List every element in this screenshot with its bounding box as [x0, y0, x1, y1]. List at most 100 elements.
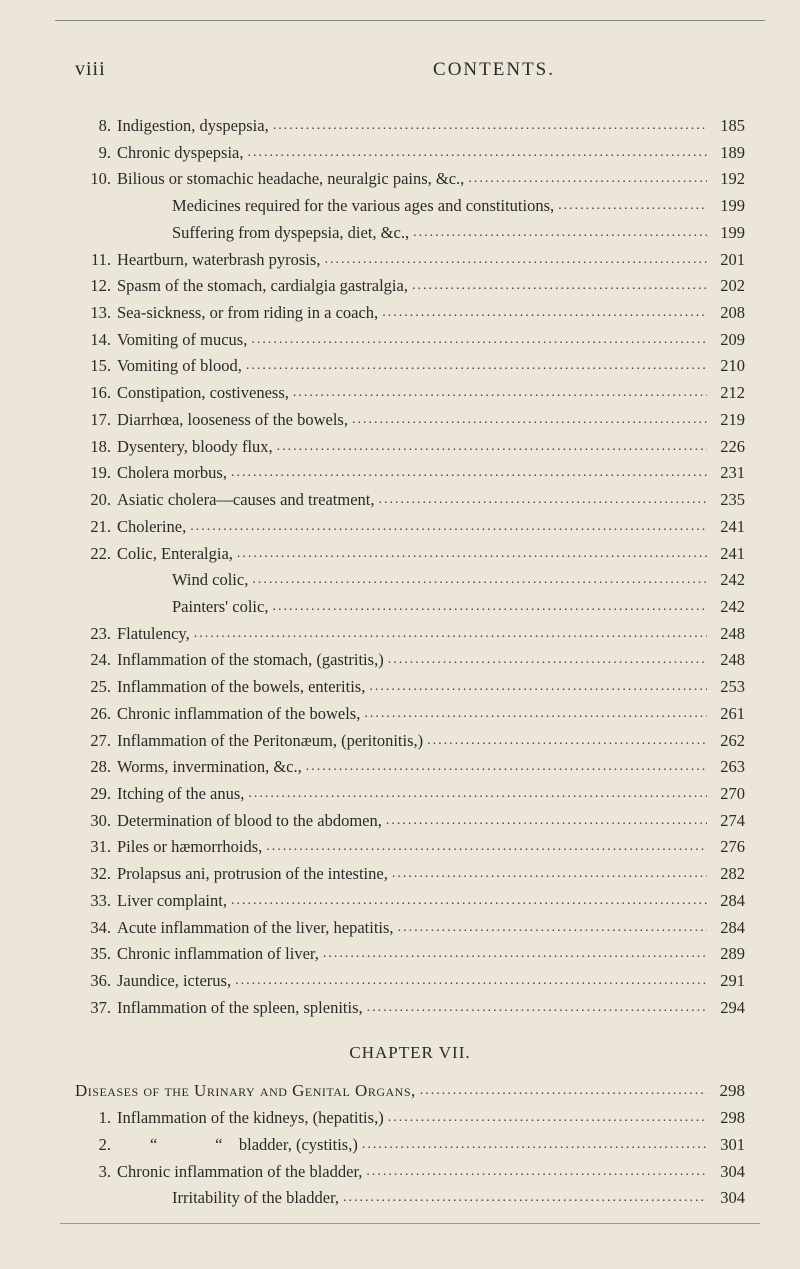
toc-row: 27.Inflammation of the Peritonæum, (peri… [75, 728, 745, 755]
entry-label: “ “ bladder, (cystitis,) [117, 1132, 358, 1159]
entry-page: 284 [711, 915, 745, 942]
toc-row: 15.Vomiting of blood,210 [75, 353, 745, 380]
leader-dots [386, 808, 707, 835]
leader-dots [366, 1159, 707, 1186]
entry-label: Suffering from dyspepsia, diet, &c., [117, 220, 409, 247]
entry-number: 11. [75, 247, 111, 274]
entry-number: 31. [75, 834, 111, 861]
leader-dots [392, 861, 707, 888]
entry-label: Colic, Enteralgia, [117, 541, 233, 568]
entry-page: 274 [711, 808, 745, 835]
toc-row: 22.Colic, Enteralgia,241 [75, 541, 745, 568]
toc-row: Medicines required for the various ages … [75, 193, 745, 220]
entry-label: Inflammation of the Peritonæum, (periton… [117, 728, 423, 755]
entry-label: Itching of the anus, [117, 781, 244, 808]
toc-row: 18.Dysentery, bloody flux,226 [75, 434, 745, 461]
chapter-section: Diseases of the Urinary and Genital Orga… [75, 1077, 745, 1212]
leader-dots [367, 995, 707, 1022]
toc-row: 19.Cholera morbus,231 [75, 460, 745, 487]
toc-row: 20.Asiatic cholera—causes and treatment,… [75, 487, 745, 514]
leader-dots [352, 407, 707, 434]
entry-page: 298 [711, 1105, 745, 1132]
toc-row: 37.Inflammation of the spleen, splenitis… [75, 995, 745, 1022]
entry-page: 289 [711, 941, 745, 968]
section-heading-label: Diseases of the Urinary and Genital Orga… [75, 1077, 416, 1105]
leader-dots [369, 674, 707, 701]
entry-page: 185 [711, 113, 745, 140]
entry-label: Prolapsus ani, protrusion of the intesti… [117, 861, 388, 888]
entry-page: 235 [711, 487, 745, 514]
entry-page: 304 [711, 1159, 745, 1186]
entry-page: 189 [711, 140, 745, 167]
entry-label: Vomiting of mucus, [117, 327, 247, 354]
running-title: CONTENTS. [433, 59, 555, 81]
entry-number: 3. [75, 1159, 111, 1186]
entry-page: 208 [711, 300, 745, 327]
entry-page: 201 [711, 247, 745, 274]
leader-dots [413, 220, 707, 247]
toc-row: 25.Inflammation of the bowels, enteritis… [75, 674, 745, 701]
entry-page: 212 [711, 380, 745, 407]
toc-row: 34.Acute inflammation of the liver, hepa… [75, 915, 745, 942]
leader-dots [323, 941, 707, 968]
entry-label: Inflammation of the kidneys, (hepatitis,… [117, 1105, 384, 1132]
entry-label: Chronic inflammation of the bowels, [117, 701, 360, 728]
entry-page: 210 [711, 353, 745, 380]
entry-label: Asiatic cholera—causes and treatment, [117, 487, 374, 514]
toc-row: Suffering from dyspepsia, diet, &c.,199 [75, 220, 745, 247]
entry-label: Wind colic, [117, 567, 248, 594]
leader-dots [252, 567, 707, 594]
leader-dots [237, 541, 707, 568]
entry-page: 248 [711, 647, 745, 674]
entry-number: 15. [75, 353, 111, 380]
toc-row: 36.Jaundice, icterus,291 [75, 968, 745, 995]
entry-number: 22. [75, 541, 111, 568]
entry-number: 36. [75, 968, 111, 995]
toc-row: 2. “ “ bladder, (cystitis,)301 [75, 1132, 745, 1159]
toc-row: 1.Inflammation of the kidneys, (hepatiti… [75, 1105, 745, 1132]
toc-row: 29.Itching of the anus,270 [75, 781, 745, 808]
entry-number: 21. [75, 514, 111, 541]
entry-page: 242 [711, 594, 745, 621]
entry-label: Determination of blood to the abdomen, [117, 808, 382, 835]
page-number-roman: viii [75, 58, 106, 81]
entry-label: Heartburn, waterbrash pyrosis, [117, 247, 320, 274]
leader-dots [194, 621, 707, 648]
entry-page: 301 [711, 1132, 745, 1159]
entry-label: Irritability of the bladder, [117, 1185, 339, 1212]
leader-dots [382, 300, 707, 327]
toc-row: 12.Spasm of the stomach, cardialgia gast… [75, 273, 745, 300]
entry-label: Jaundice, icterus, [117, 968, 231, 995]
entry-label: Diarrhœa, looseness of the bowels, [117, 407, 348, 434]
entry-label: Dysentery, bloody flux, [117, 434, 273, 461]
entry-label: Sea-sickness, or from riding in a coach, [117, 300, 378, 327]
leader-dots [247, 140, 707, 167]
entry-label: Inflammation of the spleen, splenitis, [117, 995, 363, 1022]
entry-page: 263 [711, 754, 745, 781]
toc-row: 13.Sea-sickness, or from riding in a coa… [75, 300, 745, 327]
chapter-title: CHAPTER VII. [75, 1043, 745, 1063]
leader-dots [412, 273, 707, 300]
toc-row: 30.Determination of blood to the abdomen… [75, 808, 745, 835]
entry-label: Indigestion, dyspepsia, [117, 113, 269, 140]
section-heading-page: 298 [711, 1077, 745, 1105]
page-header: viii CONTENTS. [75, 58, 745, 81]
leader-dots [398, 915, 707, 942]
entry-page: 219 [711, 407, 745, 434]
entry-page: 209 [711, 327, 745, 354]
entry-number: 37. [75, 995, 111, 1022]
entry-label: Flatulency, [117, 621, 190, 648]
entry-page: 242 [711, 567, 745, 594]
leader-dots [190, 514, 707, 541]
entry-number: 1. [75, 1105, 111, 1132]
leader-dots [378, 487, 707, 514]
leader-dots [251, 327, 707, 354]
entry-page: 282 [711, 861, 745, 888]
leader-dots [273, 113, 707, 140]
entry-number: 24. [75, 647, 111, 674]
leader-dots [388, 647, 707, 674]
leader-dots [235, 968, 707, 995]
entry-number: 28. [75, 754, 111, 781]
leader-dots [362, 1132, 707, 1159]
entry-number: 14. [75, 327, 111, 354]
